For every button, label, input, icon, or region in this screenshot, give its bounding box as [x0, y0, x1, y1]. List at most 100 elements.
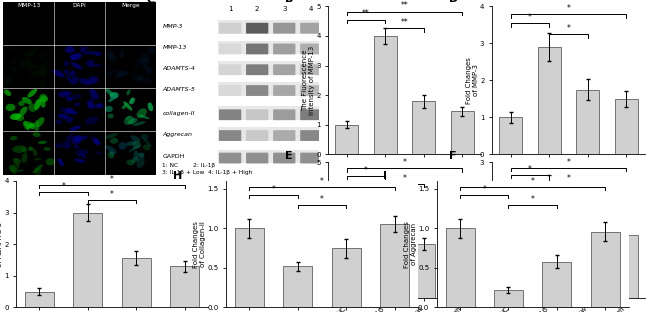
- Ellipse shape: [14, 177, 25, 186]
- Bar: [499, 117, 522, 154]
- Ellipse shape: [117, 200, 127, 209]
- Ellipse shape: [80, 189, 86, 195]
- Ellipse shape: [125, 185, 133, 191]
- Bar: [451, 260, 474, 298]
- Ellipse shape: [124, 116, 134, 125]
- Bar: [380, 224, 410, 307]
- Bar: [170, 266, 200, 307]
- Bar: [235, 228, 264, 307]
- Y-axis label: Fold Changes
of MMP-3: Fold Changes of MMP-3: [465, 57, 478, 104]
- Ellipse shape: [31, 47, 38, 56]
- Ellipse shape: [13, 158, 21, 164]
- Ellipse shape: [58, 114, 70, 119]
- Text: *: *: [528, 165, 532, 174]
- Ellipse shape: [148, 102, 153, 111]
- Ellipse shape: [13, 158, 18, 161]
- Ellipse shape: [133, 141, 141, 149]
- Ellipse shape: [108, 201, 116, 208]
- Ellipse shape: [12, 145, 27, 153]
- FancyBboxPatch shape: [246, 23, 268, 34]
- Ellipse shape: [75, 135, 82, 141]
- Ellipse shape: [23, 185, 34, 191]
- Ellipse shape: [15, 114, 24, 121]
- Text: *: *: [320, 177, 324, 186]
- Ellipse shape: [132, 62, 140, 69]
- Text: H: H: [172, 171, 182, 181]
- Ellipse shape: [129, 145, 140, 152]
- Bar: [576, 90, 599, 154]
- Ellipse shape: [60, 198, 66, 205]
- Ellipse shape: [40, 52, 46, 59]
- Y-axis label: Fold Changes
of ADAMTS-4: Fold Changes of ADAMTS-4: [465, 207, 478, 254]
- FancyBboxPatch shape: [300, 85, 322, 96]
- Ellipse shape: [122, 104, 127, 109]
- Ellipse shape: [56, 119, 62, 124]
- Text: DAPI: DAPI: [73, 3, 86, 8]
- Ellipse shape: [130, 98, 135, 105]
- Ellipse shape: [136, 156, 145, 168]
- Ellipse shape: [142, 191, 155, 199]
- Ellipse shape: [26, 176, 31, 181]
- Bar: [615, 99, 638, 154]
- Ellipse shape: [70, 53, 82, 60]
- Ellipse shape: [86, 101, 95, 109]
- FancyBboxPatch shape: [246, 153, 268, 163]
- Ellipse shape: [32, 164, 43, 173]
- Ellipse shape: [30, 64, 39, 68]
- Text: 1: NC        2: IL-1β: 1: NC 2: IL-1β: [162, 163, 216, 168]
- Ellipse shape: [20, 199, 26, 206]
- Bar: [218, 82, 323, 96]
- Ellipse shape: [83, 51, 96, 55]
- Ellipse shape: [32, 132, 40, 137]
- Bar: [374, 195, 397, 298]
- Text: B: B: [285, 0, 294, 4]
- Ellipse shape: [34, 158, 41, 161]
- Ellipse shape: [136, 74, 147, 82]
- Ellipse shape: [38, 181, 45, 189]
- Ellipse shape: [143, 144, 151, 150]
- FancyBboxPatch shape: [273, 85, 295, 96]
- Ellipse shape: [109, 151, 114, 156]
- FancyBboxPatch shape: [246, 130, 268, 141]
- Ellipse shape: [75, 192, 81, 196]
- Ellipse shape: [20, 58, 25, 68]
- Ellipse shape: [91, 174, 101, 182]
- Y-axis label: Fold Changes
of ADAMTS-5: Fold Changes of ADAMTS-5: [0, 221, 3, 268]
- Ellipse shape: [58, 158, 64, 166]
- Ellipse shape: [39, 94, 47, 101]
- Ellipse shape: [80, 135, 88, 139]
- Bar: [374, 36, 397, 154]
- Text: 4: 4: [309, 6, 313, 12]
- Text: *: *: [403, 174, 406, 183]
- Ellipse shape: [118, 142, 127, 149]
- Ellipse shape: [29, 147, 33, 151]
- Text: **: **: [401, 18, 408, 27]
- Ellipse shape: [22, 147, 27, 153]
- Text: *: *: [364, 166, 368, 175]
- Ellipse shape: [66, 96, 73, 101]
- Ellipse shape: [75, 198, 83, 205]
- Ellipse shape: [27, 123, 35, 129]
- Ellipse shape: [70, 76, 79, 85]
- Ellipse shape: [58, 91, 72, 97]
- Ellipse shape: [10, 163, 20, 172]
- Ellipse shape: [126, 141, 136, 146]
- Bar: [218, 61, 323, 75]
- Ellipse shape: [140, 52, 150, 61]
- Ellipse shape: [109, 94, 118, 102]
- Ellipse shape: [16, 203, 22, 208]
- Ellipse shape: [62, 209, 70, 214]
- Ellipse shape: [66, 136, 71, 143]
- Bar: [615, 235, 638, 298]
- Ellipse shape: [110, 138, 118, 144]
- Ellipse shape: [68, 117, 73, 121]
- FancyBboxPatch shape: [219, 153, 241, 163]
- Ellipse shape: [36, 117, 44, 127]
- Ellipse shape: [46, 190, 55, 198]
- FancyBboxPatch shape: [300, 64, 322, 75]
- Ellipse shape: [10, 113, 21, 120]
- Ellipse shape: [24, 50, 34, 57]
- Ellipse shape: [76, 149, 85, 157]
- Bar: [73, 212, 103, 307]
- Ellipse shape: [125, 202, 133, 208]
